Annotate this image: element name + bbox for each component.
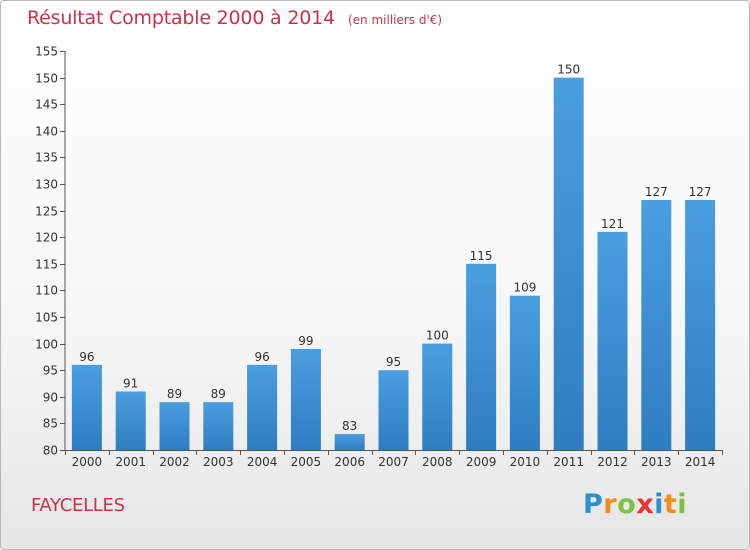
- bar: [641, 199, 672, 450]
- chart-title: Résultat Comptable 2000 à 2014: [27, 7, 335, 29]
- y-tick-label: 145: [35, 98, 58, 112]
- x-tick-label: 2012: [597, 455, 628, 469]
- title-block: Résultat Comptable 2000 à 2014 (en milli…: [27, 7, 442, 29]
- bar: [597, 231, 628, 450]
- y-tick-label: 110: [35, 284, 58, 298]
- bar: [509, 295, 540, 450]
- y-tick-label: 100: [35, 338, 58, 352]
- y-tick-label: 155: [35, 45, 58, 59]
- bar: [159, 402, 190, 450]
- bar-value-label: 99: [298, 334, 313, 348]
- bar: [334, 434, 365, 450]
- bar-value-label: 96: [254, 350, 269, 364]
- x-tick-label: 2014: [685, 455, 716, 469]
- bar-value-label: 83: [342, 419, 357, 433]
- bar: [685, 199, 716, 450]
- bar-value-label: 150: [557, 63, 580, 77]
- x-tick-label: 2008: [422, 455, 453, 469]
- bar: [466, 263, 497, 450]
- y-tick-label: 135: [35, 151, 58, 165]
- bar-value-label: 95: [386, 355, 401, 369]
- logo-letter: i: [677, 489, 688, 520]
- x-tick-label: 2007: [378, 455, 409, 469]
- bar: [203, 402, 234, 450]
- y-tick-label: 80: [43, 444, 58, 458]
- bar-value-label: 127: [645, 185, 668, 199]
- x-tick-label: 2010: [510, 455, 541, 469]
- logo-letter: o: [617, 489, 637, 520]
- commune-name: FAYCELLES: [31, 495, 125, 516]
- bar: [71, 364, 102, 450]
- logo-letter: i: [654, 489, 664, 520]
- bar-value-label: 127: [689, 185, 712, 199]
- x-tick-label: 2009: [466, 455, 497, 469]
- x-tick-label: 2000: [72, 455, 103, 469]
- y-tick-label: 140: [35, 125, 58, 139]
- x-tick-label: 2004: [247, 455, 278, 469]
- proxiti-logo[interactable]: Proxiti: [583, 489, 687, 520]
- bar: [247, 364, 278, 450]
- logo-letter: P: [583, 489, 604, 520]
- data-labels: 96 91 89 89 96 99 83 95 100 115 109 150 121 127 127: [79, 63, 711, 433]
- x-tick-label: 2001: [115, 455, 146, 469]
- logo-letter: x: [636, 489, 655, 520]
- chart-subtitle: (en milliers d'€): [347, 13, 443, 27]
- x-tick-label: 2011: [553, 455, 584, 469]
- bar: [422, 343, 453, 450]
- y-tick-label: 130: [35, 178, 58, 192]
- logo-letter: t: [663, 489, 678, 520]
- y-tick-label: 95: [43, 364, 58, 378]
- y-tick-label: 105: [35, 311, 58, 325]
- bar-value-label: 91: [123, 376, 138, 390]
- bar: [290, 348, 321, 450]
- y-tick-label: 90: [43, 391, 58, 405]
- x-tick-label: 2006: [334, 455, 365, 469]
- bar: [115, 391, 146, 450]
- bars: [71, 77, 716, 450]
- bar: [553, 77, 584, 450]
- x-axis: 2000 2001 2002 2003 2004 2005 2006 2007 2008 2009…: [65, 450, 723, 469]
- bar-value-label: 100: [426, 329, 449, 343]
- x-tick-label: 2003: [203, 455, 234, 469]
- bar-value-label: 89: [211, 387, 226, 401]
- bar-value-label: 115: [470, 249, 493, 263]
- bar-value-label: 109: [513, 281, 536, 295]
- y-tick-label: 115: [35, 258, 58, 272]
- bar-value-label: 96: [79, 350, 94, 364]
- logo-letter: r: [603, 489, 618, 520]
- y-tick-label: 125: [35, 205, 58, 219]
- y-axis: 80 85 90 95 100 105 110 115 120 125 130 135 140 145 15…: [35, 45, 66, 458]
- x-tick-label: 2013: [641, 455, 672, 469]
- y-tick-label: 150: [35, 72, 58, 86]
- y-tick-label: 120: [35, 231, 58, 245]
- x-tick-label: 2005: [291, 455, 322, 469]
- y-tick-label: 85: [43, 417, 58, 431]
- x-tick-label: 2002: [159, 455, 190, 469]
- bar-value-label: 89: [167, 387, 182, 401]
- bar: [378, 370, 409, 450]
- bar-value-label: 121: [601, 217, 624, 231]
